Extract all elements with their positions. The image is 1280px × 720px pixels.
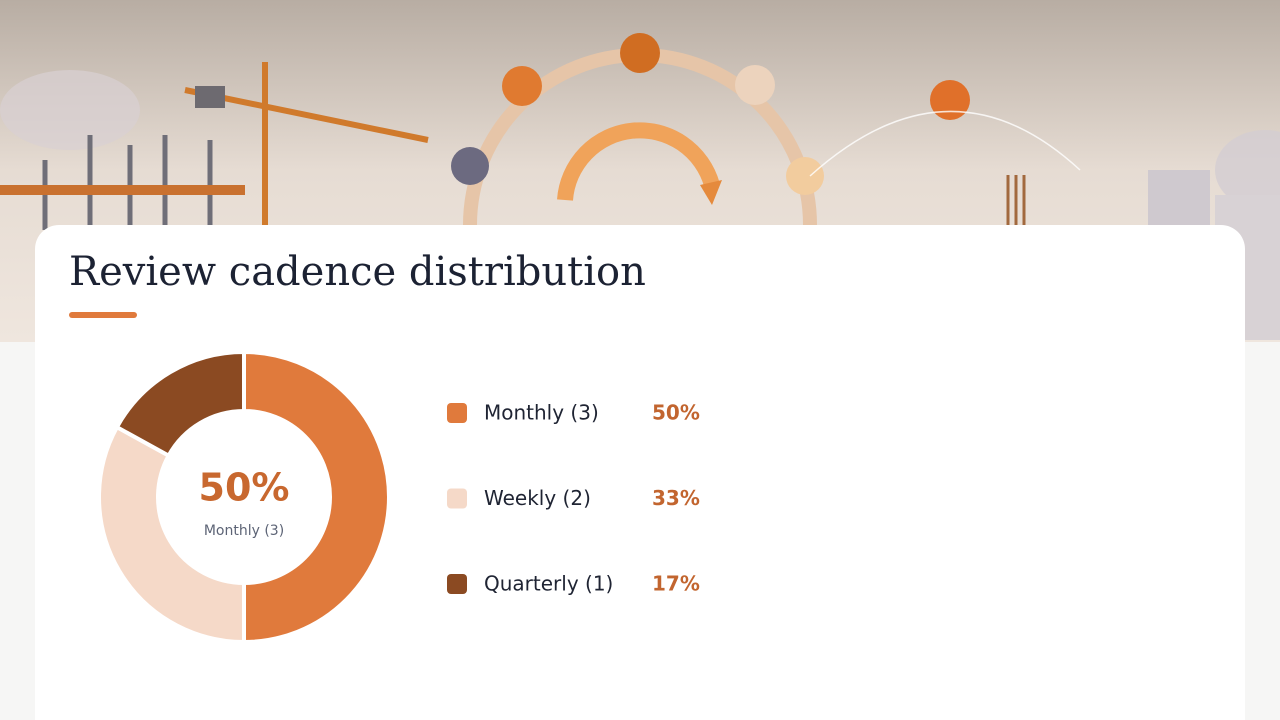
legend-value: 17%: [652, 572, 700, 596]
chart-title: Review cadence distribution: [69, 249, 646, 295]
legend-value: 50%: [652, 401, 700, 425]
donut-segment: [97, 424, 246, 645]
legend-value: 33%: [652, 486, 700, 510]
legend-label: Monthly (3): [484, 401, 599, 425]
legend-swatch: [447, 574, 467, 594]
donut-chart: [97, 349, 391, 645]
legend-swatch: [447, 488, 467, 509]
center-value: 50%: [199, 466, 290, 510]
legend-label: Weekly (2): [484, 486, 591, 510]
legend-label: Quarterly (1): [484, 572, 613, 596]
center-label: Monthly (3): [204, 523, 284, 539]
title-underline: [69, 312, 137, 318]
donut-segment: [242, 349, 391, 645]
legend-swatch: [447, 403, 467, 423]
donut-segment: [114, 349, 246, 459]
